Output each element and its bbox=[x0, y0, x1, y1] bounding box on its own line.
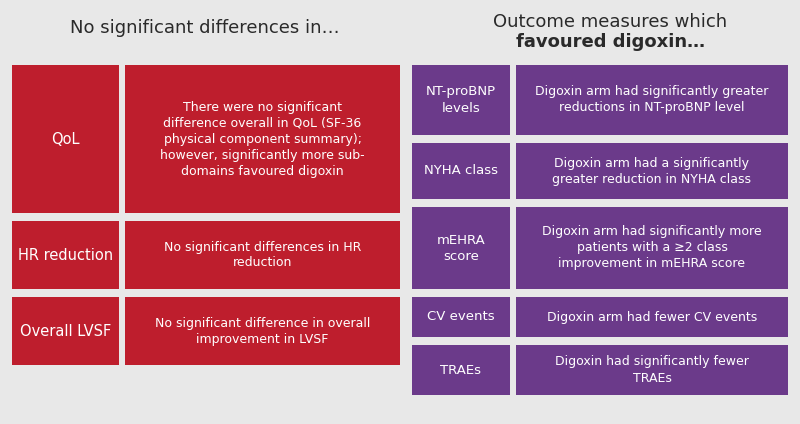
Bar bbox=[412, 143, 510, 199]
Bar bbox=[412, 297, 510, 337]
Bar bbox=[12, 65, 119, 213]
Bar bbox=[516, 207, 788, 289]
Bar bbox=[516, 65, 788, 135]
Text: Digoxin arm had a significantly
greater reduction in NYHA class: Digoxin arm had a significantly greater … bbox=[553, 156, 751, 186]
Text: favoured digoxin…: favoured digoxin… bbox=[515, 33, 705, 51]
Text: TRAEs: TRAEs bbox=[441, 363, 482, 377]
Text: No significant differences in HR
reduction: No significant differences in HR reducti… bbox=[164, 240, 361, 270]
Bar bbox=[125, 297, 400, 365]
Text: NT-proBNP
levels: NT-proBNP levels bbox=[426, 86, 496, 114]
Bar bbox=[412, 345, 510, 395]
Bar bbox=[125, 65, 400, 213]
Bar bbox=[412, 65, 510, 135]
Text: mEHRA
score: mEHRA score bbox=[437, 234, 486, 262]
Text: Digoxin had significantly fewer
TRAEs: Digoxin had significantly fewer TRAEs bbox=[555, 355, 749, 385]
Bar bbox=[125, 221, 400, 289]
Text: Overall LVSF: Overall LVSF bbox=[20, 324, 111, 338]
Text: Digoxin arm had significantly more
patients with a ≥2 class
improvement in mEHRA: Digoxin arm had significantly more patie… bbox=[542, 226, 762, 271]
Bar bbox=[516, 345, 788, 395]
Text: Digoxin arm had fewer CV events: Digoxin arm had fewer CV events bbox=[547, 310, 757, 324]
Bar bbox=[12, 221, 119, 289]
Text: HR reduction: HR reduction bbox=[18, 248, 113, 262]
Bar bbox=[516, 297, 788, 337]
Text: QoL: QoL bbox=[51, 131, 80, 147]
Text: No significant difference in overall
improvement in LVSF: No significant difference in overall imp… bbox=[155, 316, 370, 346]
Bar bbox=[12, 297, 119, 365]
Text: Digoxin arm had significantly greater
reductions in NT-proBNP level: Digoxin arm had significantly greater re… bbox=[535, 86, 769, 114]
Bar bbox=[412, 207, 510, 289]
Text: CV events: CV events bbox=[427, 310, 495, 324]
Text: Outcome measures which: Outcome measures which bbox=[493, 13, 727, 31]
Text: NYHA class: NYHA class bbox=[424, 165, 498, 178]
Text: There were no significant
difference overall in QoL (SF-36
physical component su: There were no significant difference ove… bbox=[160, 100, 365, 178]
Text: No significant differences in…: No significant differences in… bbox=[70, 19, 340, 37]
Bar bbox=[516, 143, 788, 199]
